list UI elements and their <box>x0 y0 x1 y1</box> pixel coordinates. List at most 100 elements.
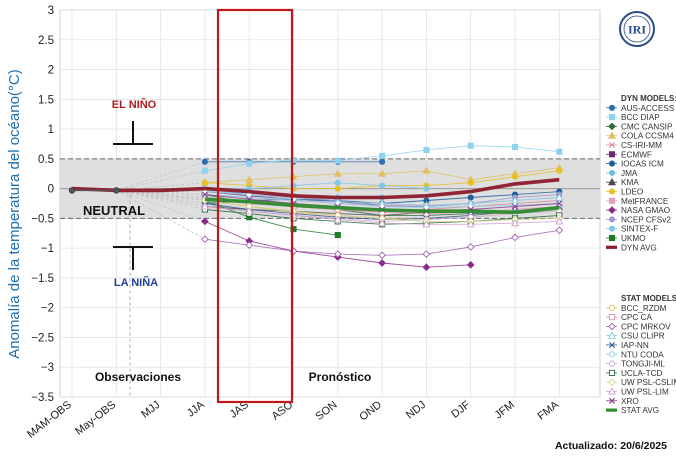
data-point <box>608 197 616 204</box>
data-point <box>333 250 342 258</box>
data-point <box>609 397 615 404</box>
legend-label: BCC_RZDM <box>621 304 667 313</box>
data-point <box>246 160 253 167</box>
data-point <box>466 243 475 251</box>
data-point <box>609 142 615 148</box>
data-point <box>201 158 208 165</box>
legend-label: JMA <box>621 169 638 178</box>
data-point <box>608 169 616 176</box>
legend-item: CSU CLIPR <box>606 331 665 341</box>
y-tick-label: 2 <box>48 65 54 77</box>
legend-item: CPC MRKOV <box>606 322 671 331</box>
legend-item: IAP-NN <box>606 341 649 350</box>
series-line <box>204 197 560 215</box>
data-point <box>608 122 616 131</box>
legend-item: AUS-ACCESS <box>606 104 675 113</box>
legend-label: CPC CA <box>621 313 652 322</box>
neutral-label: NEUTRAL <box>83 203 145 218</box>
legend-label: UW PSL-LIM <box>621 388 669 397</box>
legend-item: ECMWF <box>606 150 652 159</box>
data-point <box>378 251 386 260</box>
x-tick-label: May-OBS <box>73 399 118 438</box>
el-nino-marker <box>113 121 153 145</box>
y-tick-label: −2.5 <box>31 332 54 344</box>
legend-label: NASA GMAO <box>621 206 670 215</box>
data-point <box>201 179 208 186</box>
data-point <box>608 206 616 214</box>
annotations: EL NIÑO NEUTRAL LA NIÑA Observaciones Pronós… <box>83 8 371 404</box>
legend-label: KMA <box>621 178 639 187</box>
data-point <box>200 202 209 210</box>
legend-label: XRO <box>621 397 639 406</box>
data-point <box>422 166 431 174</box>
legend-label: COLA CCSM4 <box>621 132 674 141</box>
legend-item: CPC CA <box>606 313 652 322</box>
y-tick-label: 1 <box>48 124 54 136</box>
y-axis-label: Anomalía de la temperatura del océano(°C… <box>6 69 23 359</box>
data-point <box>422 250 431 258</box>
data-point <box>608 160 616 167</box>
y-tick-label: −1.5 <box>31 273 54 285</box>
x-tick-label: JFM <box>493 399 517 422</box>
legend-label: BCC DIAP <box>621 113 660 122</box>
legend-label: IAP-NN <box>621 341 649 350</box>
data-point <box>555 193 564 201</box>
x-tick-label: DJF <box>449 399 472 421</box>
legend-label: ECMWF <box>621 150 652 159</box>
data-point <box>608 322 616 331</box>
legend-label: UW PSL-CSLIM <box>621 378 676 387</box>
legend-item: KMA <box>606 177 639 187</box>
series-line <box>204 206 427 216</box>
legend-item: UCLA-TCD <box>606 369 662 378</box>
data-point <box>378 218 387 227</box>
data-point <box>334 179 341 186</box>
legend-label: MetFRANCE <box>621 197 669 206</box>
x-tick-label: JJA <box>185 399 207 420</box>
data-point <box>608 351 616 358</box>
data-point <box>333 215 342 223</box>
data-point <box>608 114 616 121</box>
data-point <box>512 203 518 210</box>
legend-item: COLA CCSM4 <box>606 131 674 141</box>
data-point <box>608 331 616 339</box>
data-point <box>378 259 386 267</box>
data-point <box>556 167 563 174</box>
data-point <box>201 217 209 226</box>
y-tick-label: 0 <box>48 184 54 196</box>
legend-dyn-title: DYN MODELS: <box>621 94 676 103</box>
transition-line <box>116 189 205 207</box>
data-point <box>608 304 616 311</box>
legend-label: NTU CODA <box>621 350 664 359</box>
data-point <box>608 104 616 111</box>
logo-text: IRI <box>628 23 646 37</box>
legend-item: CS-IRI-MM <box>606 141 662 150</box>
legend-item: IOCAS ICM <box>606 160 664 169</box>
data-point <box>466 219 475 228</box>
series-line <box>71 177 560 200</box>
legend-label: UKMO <box>621 234 646 243</box>
data-point <box>423 146 430 153</box>
legend-item: UW PSL-LIM <box>606 387 669 397</box>
data-point <box>201 167 208 174</box>
la-nina-label: LA NIÑA <box>114 276 158 289</box>
y-tick-label: −3.5 <box>31 392 54 404</box>
la-nina-marker <box>113 246 153 270</box>
y-tick-label: −0.5 <box>31 213 54 225</box>
legend-item: LDEO <box>606 188 643 197</box>
el-nino-label: EL NIÑO <box>112 98 157 111</box>
data-point <box>555 217 564 225</box>
transition-line <box>116 189 205 210</box>
data-point <box>467 142 474 149</box>
data-point <box>290 226 297 233</box>
legend-label: SINTEX-F <box>621 225 658 234</box>
data-point <box>608 151 616 158</box>
data-point <box>379 158 386 165</box>
data-point <box>245 206 254 215</box>
data-point <box>608 131 616 139</box>
data-point <box>608 314 616 321</box>
data-point <box>608 225 616 232</box>
data-point <box>608 378 616 387</box>
data-point <box>608 216 616 223</box>
legend-label: CSU CLIPR <box>621 332 665 341</box>
